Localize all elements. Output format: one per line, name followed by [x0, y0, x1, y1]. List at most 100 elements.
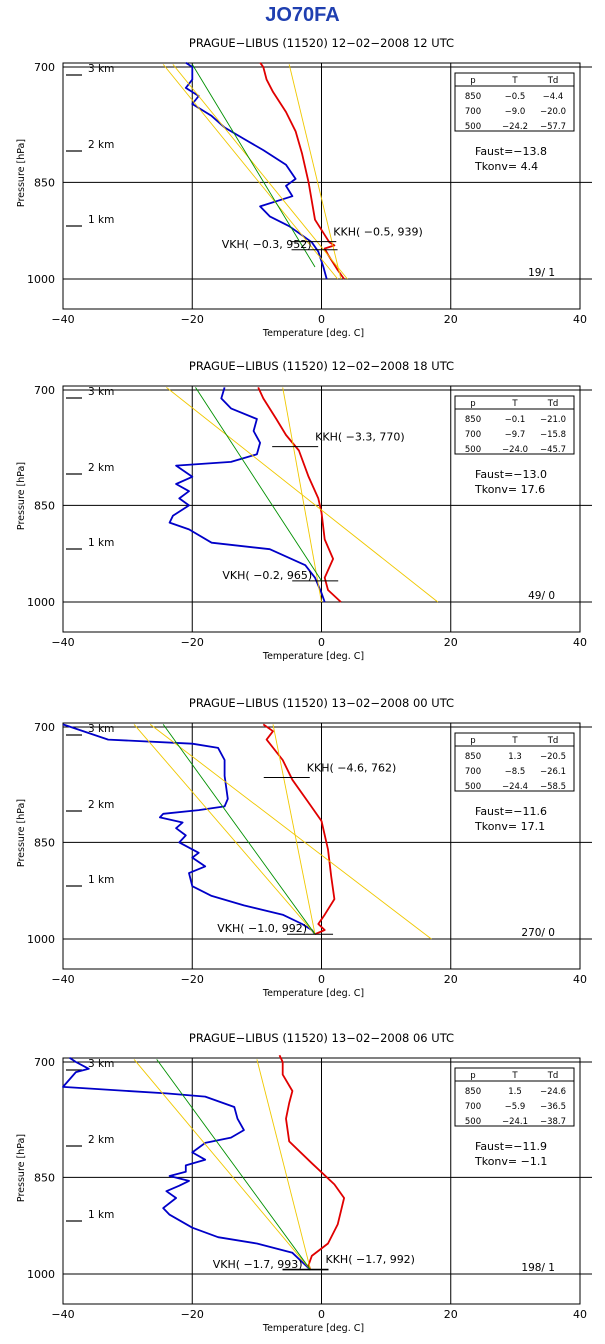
faust-index: Faust=−13.0 [475, 468, 547, 481]
data-table [454, 732, 575, 792]
table-cell: −0.5 [505, 92, 526, 102]
panel-title: PRAGUE−LIBUS (11520) 12−02−2008 18 UTC [189, 359, 454, 373]
table-header-cell: T [511, 76, 518, 86]
table-cell: −24.6 [540, 1087, 566, 1097]
series-t-line [278, 1054, 346, 1271]
table-header-cell: p [470, 399, 475, 409]
tkonv-index: Tkonv= 17.6 [474, 483, 545, 496]
faust-index: Faust=−11.9 [475, 1140, 547, 1153]
table-cell: −20.0 [540, 107, 566, 117]
series-dry-1-line [172, 64, 348, 280]
x-tick-label: 40 [573, 973, 587, 986]
y-tick-label: 1000 [27, 273, 55, 286]
sounding-panel: PRAGUE−LIBUS (11520) 12−02−2008 18 UTC −4… [16, 359, 592, 662]
x-tick-label: 0 [318, 1308, 325, 1321]
table-cell: −15.8 [540, 430, 566, 440]
table-cell: 850 [465, 415, 481, 425]
x-axis-label: Temperature [deg. C] [262, 988, 364, 999]
series-td-line [168, 387, 326, 603]
height-label: 3 km [88, 63, 114, 75]
y-axis-label: Pressure [hPa] [16, 139, 27, 207]
annotation-label: VKH( −0.3, 952) [222, 238, 312, 251]
table-cell: 1.3 [508, 752, 522, 762]
table-header-cell: Td [547, 399, 559, 409]
table-cell: 850 [465, 1087, 481, 1097]
y-tick-label: 1000 [27, 933, 55, 946]
series-dry-3-line [288, 64, 342, 280]
y-tick-label: 850 [34, 499, 55, 512]
series-td-line [184, 61, 328, 280]
table-cell: 700 [465, 430, 481, 440]
x-tick-label: 20 [444, 313, 458, 326]
x-tick-label: 0 [318, 636, 325, 649]
series-t-line [259, 62, 345, 280]
height-label: 1 km [88, 537, 114, 549]
table-cell: −36.5 [540, 1102, 566, 1112]
series-t-line [262, 723, 336, 936]
data-table [454, 1067, 575, 1127]
table-cell: −4.4 [543, 92, 564, 102]
x-tick-label: 0 [318, 313, 325, 326]
table-header-cell: p [470, 76, 475, 86]
y-tick-label: 1000 [27, 1268, 55, 1281]
y-tick-label: 700 [34, 61, 55, 74]
wind-label: 49/ 0 [528, 590, 555, 602]
table-cell: −21.0 [540, 415, 566, 425]
x-tick-label: −20 [181, 313, 204, 326]
series-td-line [62, 723, 316, 935]
table-cell: 700 [465, 767, 481, 777]
height-label: 3 km [88, 1058, 114, 1070]
annotation-label: KKH( −1.7, 992) [326, 1253, 415, 1266]
sounding-panel: PRAGUE−LIBUS (11520) 12−02−2008 12 UTC −4… [16, 36, 592, 339]
table-cell: −24.0 [502, 445, 528, 455]
table-cell: −26.1 [540, 767, 566, 777]
x-tick-label: 20 [444, 1308, 458, 1321]
y-tick-label: 700 [34, 721, 55, 734]
table-cell: −0.1 [505, 415, 526, 425]
wind-label: 198/ 1 [521, 1262, 555, 1274]
table-cell: 500 [465, 122, 481, 132]
table-cell: 500 [465, 445, 481, 455]
table-header-cell: Td [547, 76, 559, 86]
annotation-label: KKH( −4.6, 762) [307, 761, 396, 774]
x-axis-label: Temperature [deg. C] [262, 651, 364, 662]
x-tick-label: −20 [181, 636, 204, 649]
x-tick-label: 0 [318, 973, 325, 986]
x-tick-label: −40 [51, 973, 74, 986]
table-header-cell: Td [547, 1071, 559, 1081]
y-axis-label: Pressure [hPa] [16, 462, 27, 530]
series-moist-line [162, 724, 316, 935]
series-moist-line [191, 64, 316, 268]
table-header-cell: Td [547, 736, 559, 746]
data-table [454, 72, 575, 132]
table-header-cell: T [511, 399, 518, 409]
x-tick-label: 20 [444, 636, 458, 649]
x-tick-label: −20 [181, 973, 204, 986]
annotation-label: VKH( −0.2, 965) [222, 569, 312, 582]
table-cell: −38.7 [540, 1117, 566, 1127]
faust-index: Faust=−13.8 [475, 145, 547, 158]
wind-label: 19/ 1 [528, 267, 555, 279]
faust-index: Faust=−11.6 [475, 805, 547, 818]
x-tick-label: −40 [51, 313, 74, 326]
table-header-cell: T [511, 736, 518, 746]
series-t-line [257, 387, 342, 603]
sounding-panel: PRAGUE−LIBUS (11520) 13−02−2008 00 UTC −4… [16, 696, 592, 999]
tkonv-index: Tkonv= 4.4 [474, 160, 538, 173]
table-cell: −8.5 [505, 767, 526, 777]
page-title: JO70FA [265, 4, 340, 26]
x-tick-label: 40 [573, 313, 587, 326]
x-tick-label: −20 [181, 1308, 204, 1321]
table-cell: −20.5 [540, 752, 566, 762]
table-cell: 850 [465, 752, 481, 762]
table-cell: −58.5 [540, 782, 566, 792]
annotation-label: VKH( −1.7, 993) [213, 1258, 303, 1271]
height-label: 2 km [88, 799, 114, 811]
table-cell: 500 [465, 782, 481, 792]
height-label: 1 km [88, 214, 114, 226]
y-tick-label: 850 [34, 836, 55, 849]
height-label: 3 km [88, 386, 114, 398]
table-header-cell: p [470, 736, 475, 746]
series-dry-3-line [272, 724, 316, 935]
height-label: 1 km [88, 874, 114, 886]
